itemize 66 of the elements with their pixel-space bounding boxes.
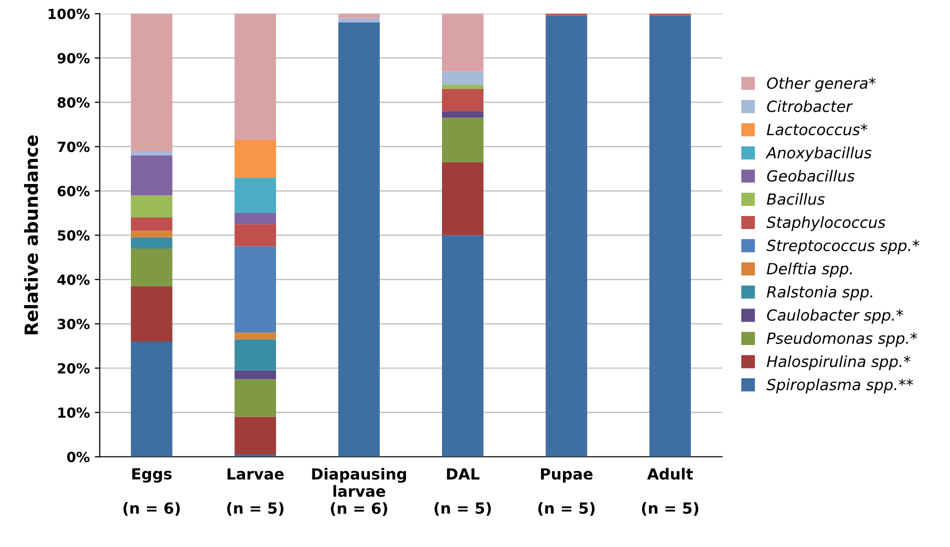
- bar: [338, 22, 380, 457]
- y-tick-label: 30%: [58, 318, 90, 330]
- bar: [234, 246, 276, 333]
- legend-label: Delftia spp.: [766, 262, 852, 278]
- y-tick-label: 90%: [58, 52, 90, 64]
- x-tick-label: Diapausing larvae (n = 6): [312, 468, 406, 516]
- bar: [234, 178, 276, 214]
- bar: [130, 217, 172, 231]
- y-tick-label: 60%: [58, 186, 90, 196]
- y-tick-label: 100%: [48, 8, 90, 20]
- bar: [442, 111, 484, 118]
- y-tick-label: 80%: [58, 97, 90, 108]
- y-tick-label: 20%: [58, 363, 90, 374]
- legend-label: Bacillus: [766, 193, 825, 205]
- bar: [130, 248, 172, 286]
- bar: [234, 370, 276, 380]
- legend-label: Caulobacter spp.*: [767, 308, 904, 324]
- legend-label: Pseudomonas spp.*: [766, 332, 918, 347]
- legend-label: Citrobacter: [767, 100, 853, 112]
- bar: [130, 151, 172, 156]
- category-label: Eggs (n = 6): [123, 468, 180, 516]
- category-label: Adult (n = 5): [642, 468, 698, 516]
- legend-label: Halospirulina spp.*: [766, 355, 911, 370]
- bar: [442, 84, 484, 89]
- bar: [442, 235, 484, 457]
- bar: [234, 14, 276, 140]
- y-tick-label: 40%: [57, 274, 90, 285]
- y-tick-label: 70%: [58, 142, 90, 152]
- bar: [442, 88, 484, 112]
- y-tick-label: 0%: [67, 452, 90, 462]
- legend-label: Anoxybacillus: [766, 146, 872, 162]
- category-label: DAL (n = 5): [434, 468, 491, 516]
- bar: [130, 230, 172, 238]
- bar: [234, 140, 276, 178]
- bar: [442, 162, 484, 236]
- y-tick-label: 50%: [58, 230, 90, 241]
- bar: [130, 237, 172, 248]
- bar: [234, 416, 276, 455]
- bar: [234, 213, 276, 224]
- bar: [130, 286, 172, 342]
- legend-label: Other genera*: [767, 77, 876, 92]
- bar: [338, 14, 380, 18]
- bar: [338, 18, 380, 23]
- y-axis-title: Relative abundance: [24, 135, 38, 334]
- bar: [442, 71, 484, 85]
- legend-label: Lactococcus*: [766, 124, 868, 136]
- legend-label: Spiroplasma spp.**: [766, 378, 914, 394]
- category-label: Larvae (n = 5): [227, 468, 284, 516]
- legend-label: Ralstonia spp.: [766, 286, 872, 301]
- bar: [442, 118, 484, 162]
- bar: [234, 332, 276, 340]
- legend-label: Streptococcus spp.*: [766, 240, 920, 254]
- bar: [130, 14, 172, 152]
- bar: [234, 339, 276, 370]
- legend-label: Geobacillus: [767, 170, 855, 182]
- y-tick-label: 10%: [58, 407, 90, 418]
- category-label: Pupae (n = 5): [538, 468, 595, 516]
- bar: [130, 155, 172, 196]
- bar: [442, 14, 484, 72]
- legend-label: Staphylococcus: [766, 216, 886, 232]
- bar: [234, 379, 276, 417]
- bar: [130, 342, 172, 457]
- bar: [649, 16, 691, 457]
- bar: [234, 224, 276, 246]
- bar: [130, 195, 172, 218]
- bar: [546, 16, 588, 457]
